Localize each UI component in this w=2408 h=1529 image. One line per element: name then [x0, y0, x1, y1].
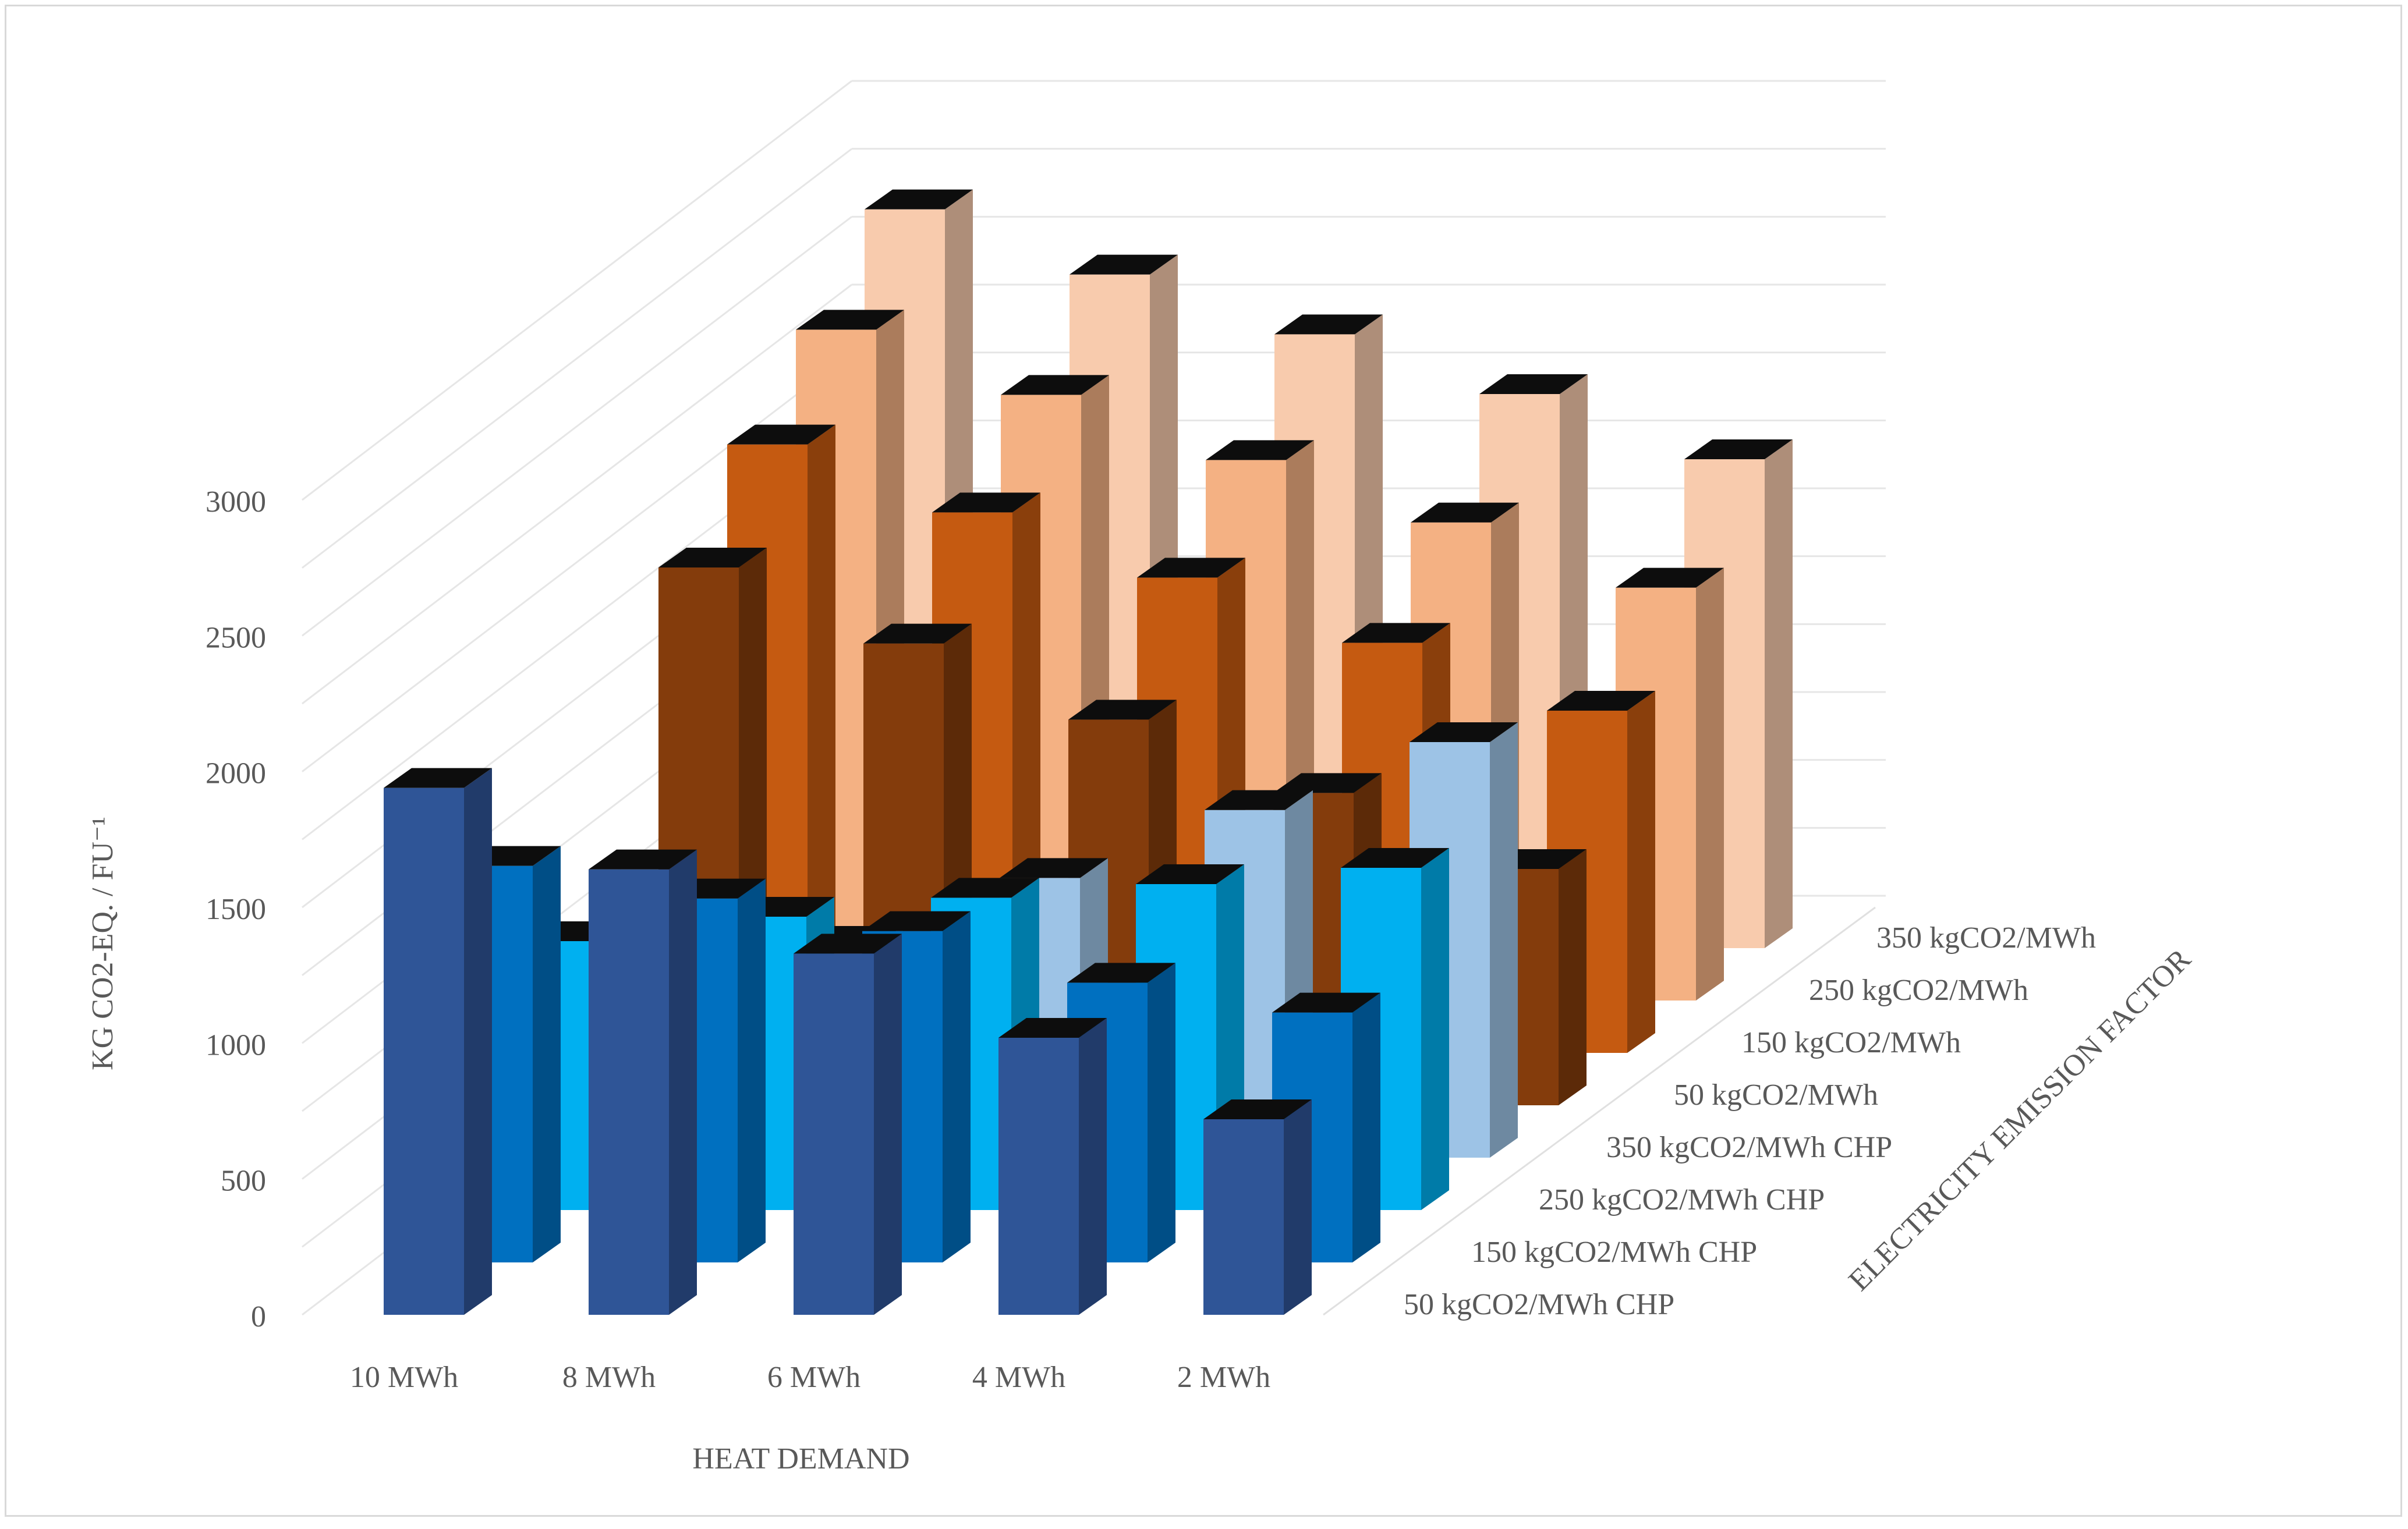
bar-top — [1616, 567, 1724, 588]
bar-0-2 — [794, 934, 902, 1315]
bar-top — [1342, 623, 1450, 643]
x-tick-label: 6 MWh — [767, 1361, 860, 1394]
bar-top — [862, 911, 971, 931]
bar-top — [1136, 864, 1244, 884]
bar-side — [808, 424, 835, 1053]
bar-top — [1070, 254, 1178, 275]
bar-top — [865, 189, 973, 210]
bar-top — [1137, 558, 1245, 578]
x-tick-label: 2 MWh — [1177, 1361, 1270, 1394]
series-label: 150 kgCO2/MWh CHP — [1471, 1236, 1757, 1269]
bar-top — [1001, 375, 1109, 395]
bar-top — [1410, 722, 1518, 742]
series-label: 350 kgCO2/MWh CHP — [1606, 1131, 1892, 1164]
bar-top — [589, 849, 697, 870]
bar-top — [1411, 502, 1519, 523]
bar-7-4 — [1684, 439, 1793, 948]
y-tick-label: 3000 — [206, 485, 266, 519]
bar-0-4 — [1203, 1099, 1312, 1315]
bar-side — [464, 768, 492, 1315]
bar-side — [1696, 567, 1724, 1001]
bar-top — [384, 768, 492, 788]
bar-top — [932, 492, 1040, 513]
bar-side — [669, 849, 697, 1315]
bar-top — [998, 1018, 1107, 1038]
bar-side — [1490, 722, 1518, 1158]
bar-top — [1000, 858, 1108, 878]
bar-side — [1559, 849, 1587, 1105]
series-label: 350 kgCO2/MWh — [1876, 921, 2096, 955]
bar-side — [533, 846, 561, 1262]
bar-side — [738, 878, 766, 1262]
bar-side — [874, 934, 902, 1315]
x-tick-label: 8 MWh — [562, 1361, 656, 1394]
bar-top — [1547, 691, 1655, 711]
bar-top — [1274, 314, 1383, 335]
bar-side — [1352, 992, 1380, 1262]
bar-0-3 — [998, 1018, 1107, 1315]
bar-front — [589, 869, 669, 1315]
bar-top — [794, 934, 902, 954]
x-axis-ticks: 10 MWh 8 MWh 6 MWh 4 MWh 2 MWh — [350, 1361, 1270, 1394]
y-tick-label: 1500 — [206, 893, 266, 926]
bar-top — [796, 310, 904, 330]
bar-top — [1205, 790, 1313, 810]
bar-top — [1203, 1099, 1312, 1119]
bar-top — [727, 424, 835, 445]
bar-top — [1479, 374, 1588, 394]
bar-top — [658, 548, 767, 567]
bar-top — [863, 623, 972, 644]
bar-top — [1067, 963, 1175, 983]
bar-side — [1627, 691, 1655, 1053]
bar-side — [1421, 848, 1449, 1210]
bar-front — [794, 953, 874, 1315]
y-tick-label: 2500 — [206, 621, 266, 654]
chart-svg: 0 500 1000 1500 2000 2500 3000 10 MWh 8 MWh 6 MW… — [86, 80, 2197, 1475]
bar-0-0 — [384, 768, 492, 1315]
bar-side — [1765, 439, 1793, 948]
bar-front — [998, 1038, 1079, 1315]
y-tick-label: 500 — [221, 1165, 266, 1198]
bar-side — [943, 911, 971, 1262]
y-tick-label: 2000 — [206, 757, 266, 790]
bar-top — [1272, 992, 1380, 1013]
bar-top — [1684, 439, 1793, 459]
x-tick-label: 10 MWh — [350, 1361, 458, 1394]
bar-side — [1148, 963, 1175, 1262]
bar-side — [1079, 1018, 1107, 1315]
depth-axis-ticks: 50 kgCO2/MWh CHP 150 kgCO2/MWh CHP 250 kgC… — [1404, 921, 2096, 1321]
chart-frame: 0 500 1000 1500 2000 2500 3000 10 MWh 8 MWh 6 MW… — [5, 5, 2402, 1517]
bar-front — [384, 787, 464, 1315]
y-tick-label: 0 — [251, 1300, 266, 1333]
y-axis-ticks: 0 500 1000 1500 2000 2500 3000 — [206, 485, 266, 1333]
bars — [384, 189, 1793, 1315]
x-axis-title: HEAT DEMAND — [692, 1442, 909, 1475]
series-label: 50 kgCO2/MWh — [1674, 1079, 1878, 1112]
bar-side — [1284, 1099, 1312, 1315]
bar-top — [1273, 773, 1382, 793]
bar-top — [931, 878, 1039, 898]
bar-front — [1203, 1119, 1284, 1315]
bar-top — [1068, 700, 1177, 720]
y-axis-title: KG CO2-EQ. / FU⁻¹ — [86, 817, 119, 1070]
bar-top — [1341, 848, 1449, 868]
series-label: 250 kgCO2/MWh — [1809, 974, 2028, 1007]
bar-top — [1206, 440, 1314, 460]
y-tick-label: 1000 — [206, 1028, 266, 1062]
series-label: 250 kgCO2/MWh CHP — [1539, 1183, 1825, 1216]
series-label: 50 kgCO2/MWh CHP — [1404, 1288, 1674, 1321]
x-tick-label: 4 MWh — [972, 1361, 1065, 1394]
series-label: 150 kgCO2/MWh — [1741, 1026, 1961, 1059]
bar-0-1 — [589, 849, 697, 1315]
